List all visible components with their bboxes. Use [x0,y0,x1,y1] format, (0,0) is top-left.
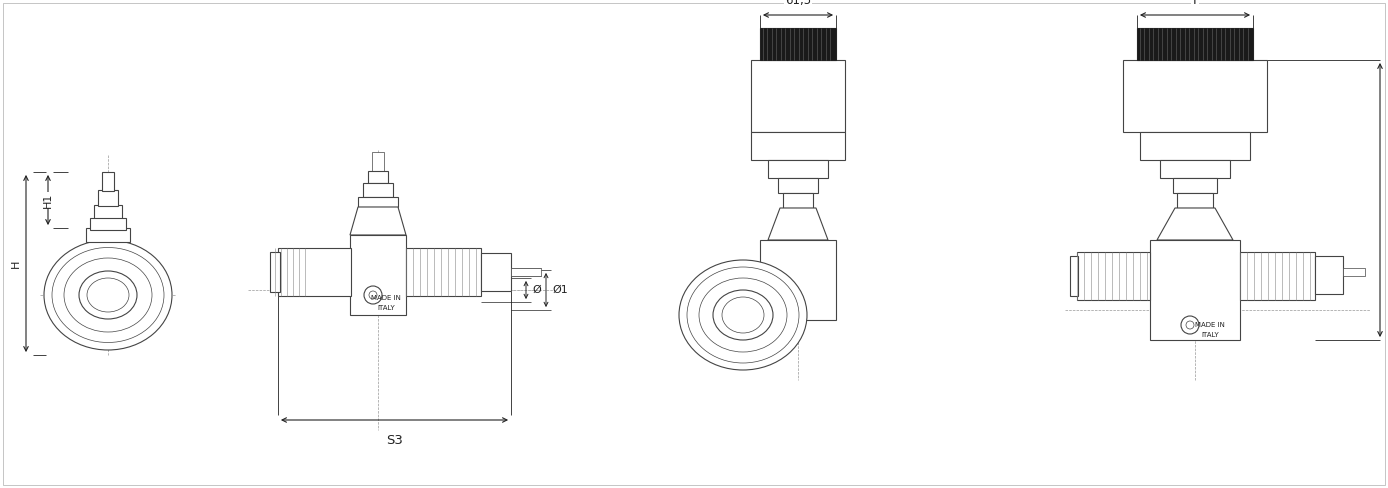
Bar [1070,256,1078,296]
Bar [94,205,122,229]
Text: MADE IN: MADE IN [371,295,401,301]
Polygon shape [1158,208,1233,240]
Text: Ø1: Ø1 [552,285,568,295]
Bar [761,28,836,60]
Bar [779,178,818,193]
Bar [1173,178,1217,193]
Bar [511,268,541,276]
Text: Y: Y [1191,0,1199,7]
Bar [278,248,351,296]
Bar [1160,160,1230,178]
Bar [1077,252,1151,300]
Bar [768,160,829,178]
Bar [1123,60,1267,132]
Bar [1239,252,1314,300]
Polygon shape [768,208,829,240]
Bar [1177,193,1213,208]
Text: H: H [11,259,21,268]
Bar [783,193,813,208]
Bar [482,253,511,291]
Bar [99,190,118,206]
Bar [1151,240,1239,340]
Text: Ø: Ø [532,285,541,295]
Bar [751,60,845,132]
Ellipse shape [679,260,806,370]
Bar [271,252,280,292]
Ellipse shape [44,240,172,350]
Bar [1140,132,1251,160]
Text: S3: S3 [386,434,403,447]
Text: 61,5: 61,5 [786,0,811,7]
Text: H1: H1 [43,192,53,208]
Bar [407,248,482,296]
Polygon shape [350,207,407,235]
Bar [368,171,389,183]
Bar [90,218,126,230]
Bar [101,172,114,191]
Bar [761,240,836,320]
Bar [1314,256,1344,294]
Text: ITALY: ITALY [1201,332,1219,338]
Text: MADE IN: MADE IN [1195,322,1226,328]
Bar [751,132,845,160]
Bar [350,235,407,315]
Bar [86,228,130,242]
Bar [1137,28,1253,60]
Bar [364,183,393,197]
Bar [1344,268,1364,276]
Bar [372,152,384,172]
Text: ITALY: ITALY [378,305,394,311]
Bar [358,197,398,207]
